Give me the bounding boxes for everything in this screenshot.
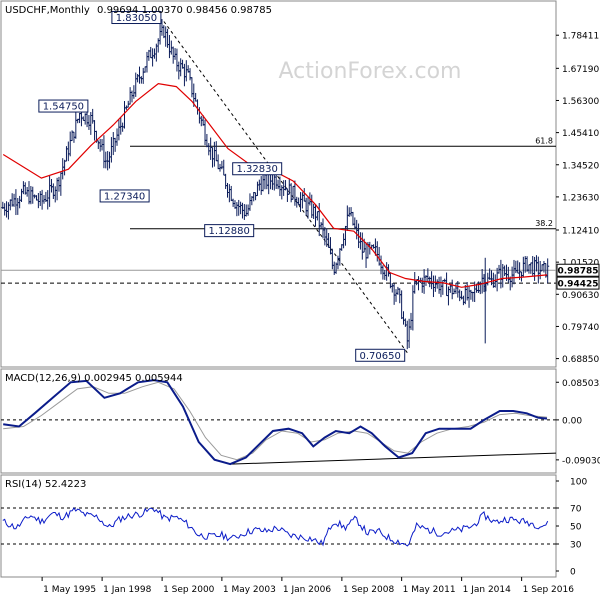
price-series	[1, 19, 550, 354]
rsi-y-tick-label: 30	[570, 541, 582, 551]
svg-text:1.12880: 1.12880	[209, 226, 250, 237]
rsi-y-tick-label: 100	[570, 478, 587, 488]
rsi-panel-frame	[0, 474, 557, 578]
ohlc-bar	[546, 258, 550, 284]
price-annotation: 1.32830	[232, 162, 283, 176]
macd-panel: 0.085032 0.00 -0.090302 MACD(12,26,9) 0.00…	[0, 368, 600, 474]
rsi-y-tick-label: 0	[570, 568, 576, 578]
price-y-tick-label: 1.67190	[562, 65, 599, 75]
rsi-y-tick-label: 50	[570, 523, 582, 533]
fib-level-label: 38.2	[535, 219, 553, 228]
price-y-tick-label: 0.90630	[562, 291, 599, 301]
price-title-symbol: USDCHF,Monthly	[5, 5, 90, 16]
rsi-y-axis: 100 70 50 30 0	[556, 478, 587, 578]
rsi-series	[1, 507, 556, 547]
price-y-tick-label: 1.78411	[562, 32, 599, 42]
macd-y-tick-label: 0.085032	[562, 379, 600, 389]
macd-panel-frame	[0, 368, 557, 474]
price-annotation: 1.54750	[38, 99, 89, 113]
macd-y-tick-label: -0.090302	[562, 456, 600, 466]
rsi-title: RSI(14) 52.4223	[5, 479, 86, 490]
price-y-tick-label: 1.23630	[562, 193, 599, 203]
rsi-line	[2, 507, 549, 547]
fib-level-label: 61.8	[535, 136, 553, 145]
price-y-tick-label: 1.45410	[562, 129, 599, 139]
macd-trendline	[230, 452, 557, 465]
price-y-tick-label: 0.79740	[562, 323, 599, 333]
macd-series	[1, 379, 557, 466]
price-panel: ActionForex.com 61.838.2 1.830501.547501…	[0, 0, 600, 368]
rsi-y-tick-label: 70	[570, 505, 582, 515]
x-tick-label: 1 Sep 2016	[523, 585, 575, 595]
price-annotation: 1.83050	[111, 11, 162, 25]
price-annotation: 1.12880	[204, 224, 255, 238]
ohlc-bars	[1, 19, 550, 350]
x-tick-label: 1 Sep 2000	[163, 585, 215, 595]
price-y-tick-label: 0.68850	[562, 355, 599, 365]
x-tick-label: 1 Jan 1998	[103, 585, 151, 595]
price-y-tick-label: 1.34520	[562, 161, 599, 171]
macd-y-axis: 0.085032 0.00 -0.090302	[556, 379, 600, 466]
price-title-ohlc: 0.99694 1.00370 0.98456 0.98785	[97, 5, 272, 16]
rsi-panel: 100 70 50 30 0 RSI(14) 52.4223	[0, 474, 587, 578]
x-tick-label: 1 May 2011	[403, 585, 456, 595]
watermark: ActionForex.com	[279, 59, 462, 84]
macd-y-tick-label: 0.00	[562, 416, 582, 426]
x-tick-label: 1 Jan 2014	[463, 585, 511, 595]
price-annotation: 1.27340	[99, 189, 150, 203]
price-annotations: 1.83050 1.54750 1.27340 1.32830 1.12880 0.706…	[38, 11, 406, 362]
price-axis-marker: 0.94425	[556, 276, 600, 290]
svg-text:0.98785: 0.98785	[558, 267, 599, 277]
macd-title: MACD(12,26,9) 0.002945 0.005944	[5, 373, 183, 384]
svg-text:1.32830: 1.32830	[237, 164, 278, 175]
price-grid: 61.8 38.2	[1, 136, 556, 284]
x-tick-label: 1 May 2003	[223, 585, 276, 595]
svg-text:0.94425: 0.94425	[558, 280, 599, 290]
price-y-tick-label: 1.12410	[562, 227, 599, 237]
macd-line	[3, 379, 548, 466]
price-title: USDCHF,Monthly 0.99694 1.00370 0.98456 0…	[5, 5, 272, 16]
price-axis-marker: 0.98785	[556, 263, 600, 277]
svg-text:0.70650: 0.70650	[360, 351, 401, 362]
x-tick-label: 1 May 1995	[43, 585, 96, 595]
x-tick-label: 1 Jan 2006	[283, 585, 331, 595]
svg-text:1.27340: 1.27340	[104, 191, 145, 202]
price-y-tick-label: 1.56300	[562, 97, 599, 107]
moving-average-line	[2, 82, 548, 288]
x-tick-label: 1 Sep 2008	[343, 585, 395, 595]
x-axis: 1 May 1995 1 Jan 1998 1 Sep 2000 1 May 2003…	[41, 577, 575, 595]
price-y-tick-label: 1.01520	[562, 259, 599, 269]
svg-text:1.54750: 1.54750	[43, 102, 84, 113]
price-annotation: 0.70650	[355, 348, 406, 362]
price-y-axis: 1.78411 1.67190 1.56300 1.45410 1.34520 1.236…	[556, 32, 600, 365]
svg-text:1.83050: 1.83050	[116, 13, 157, 24]
